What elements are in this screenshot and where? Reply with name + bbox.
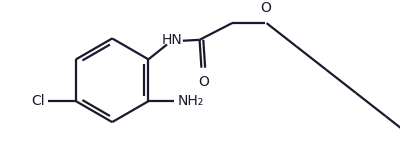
Text: O: O bbox=[198, 75, 209, 89]
Text: Cl: Cl bbox=[32, 94, 45, 108]
Text: NH₂: NH₂ bbox=[177, 94, 203, 108]
Text: HN: HN bbox=[161, 33, 182, 47]
Text: O: O bbox=[260, 1, 271, 15]
